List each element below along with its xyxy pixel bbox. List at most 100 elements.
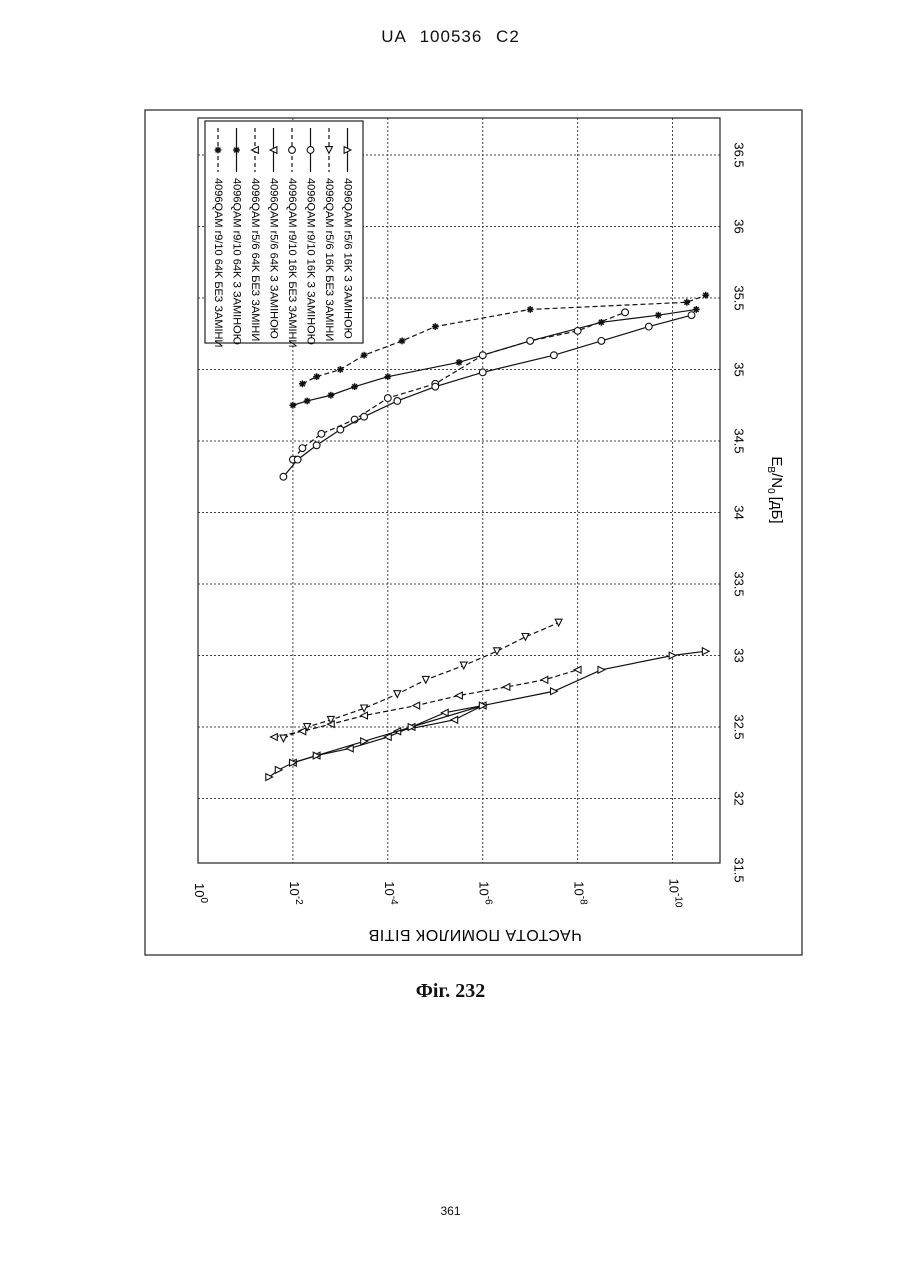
data-point <box>598 338 605 345</box>
data-point <box>299 380 306 387</box>
y-tick-labels: 10010-210-410-610-810-10 <box>192 879 684 908</box>
data-point <box>702 292 709 299</box>
legend-entry-label: 4096QAM r9/10 16K БЕЗ ЗАМІНИ <box>286 178 298 347</box>
y-tick-exponent: -10 <box>673 893 684 908</box>
x-tick-label: 34.5 <box>732 428 747 453</box>
data-point <box>527 306 534 313</box>
data-point <box>361 712 368 719</box>
figure-caption: Фіг. 232 <box>0 980 901 1003</box>
data-point <box>399 338 406 345</box>
x-tick-labels: 31.53232.53333.53434.53535.53636.5 <box>732 142 747 882</box>
data-point <box>598 666 605 673</box>
data-point <box>361 413 368 420</box>
x-tick-label: 32.5 <box>732 714 747 739</box>
legend-entry-label: 4096QAM r5/6 16K З ЗАМІНОЮ <box>342 178 354 339</box>
y-tick-label: 10-8 <box>571 881 589 905</box>
series-8 <box>266 648 709 781</box>
x-tick-label: 32 <box>732 791 747 805</box>
y-tick-exponent: -4 <box>388 896 399 905</box>
svg-text:EB/N0[дБ]: EB/N0[дБ] <box>765 456 785 523</box>
y-tick-exponent: -2 <box>293 896 304 905</box>
data-point <box>337 366 344 373</box>
x-label-sub2: 0 <box>765 488 776 494</box>
data-point <box>527 338 534 345</box>
data-point <box>551 688 558 695</box>
series-line <box>283 623 558 739</box>
data-point <box>622 309 629 316</box>
data-point <box>394 691 401 698</box>
y-axis-label: ЧАСТОТА ПОМИЛОК БІТІВ <box>368 926 582 943</box>
data-point <box>693 306 700 313</box>
data-point <box>394 398 401 405</box>
data-point <box>351 383 358 390</box>
data-point <box>645 323 652 330</box>
y-tick-exponent: 0 <box>198 897 209 903</box>
data-point <box>456 692 463 699</box>
x-label-main: E <box>768 456 785 466</box>
legend-entry-label: 4096QAM r9/10 16K З ЗАМІНОЮ <box>305 178 317 345</box>
data-point <box>313 442 320 449</box>
data-point <box>327 392 334 399</box>
y-tick-base: 10 <box>286 881 301 895</box>
y-tick-base: 10 <box>192 883 207 897</box>
x-tick-label: 33.5 <box>732 571 747 596</box>
x-tick-label: 36 <box>732 219 747 233</box>
x-tick-label: 35 <box>732 362 747 376</box>
data-point <box>683 299 690 306</box>
y-tick-label: 10-4 <box>381 881 399 905</box>
data-point <box>688 312 695 319</box>
data-point <box>555 619 562 626</box>
legend-entry-label: 4096QAM r9/10 64K БЕЗ ЗАМІНИ <box>212 178 224 347</box>
data-point <box>318 430 325 437</box>
data-point <box>280 473 287 480</box>
legend-marker <box>289 147 296 154</box>
data-point <box>479 369 486 376</box>
data-point <box>522 634 529 641</box>
data-point <box>460 662 467 669</box>
data-point <box>422 676 429 683</box>
data-point <box>280 735 287 742</box>
data-point <box>304 398 311 405</box>
y-tick-label: 10-10 <box>666 879 684 908</box>
x-tick-label: 33 <box>732 648 747 662</box>
legend: 4096QAM r9/10 64K БЕЗ ЗАМІНИ 4096QAM r9/1… <box>205 121 363 347</box>
x-label-unit: [дБ] <box>768 497 785 524</box>
data-point <box>299 728 306 735</box>
data-point <box>290 402 297 409</box>
data-point <box>574 327 581 334</box>
data-point <box>655 312 662 319</box>
data-point <box>494 648 501 655</box>
y-tick-exponent: -8 <box>578 896 589 905</box>
legend-entry-label: 4096QAM r5/6 64K З ЗАМІНОЮ <box>268 178 280 339</box>
series-line <box>269 651 706 777</box>
data-point <box>337 426 344 433</box>
data-point <box>384 373 391 380</box>
data-point <box>432 323 439 330</box>
y-tick-base: 10 <box>381 881 396 895</box>
data-point <box>361 705 368 712</box>
data-point <box>271 734 278 741</box>
data-point <box>451 716 458 723</box>
series-lines <box>266 292 709 781</box>
y-tick-base: 10 <box>666 879 681 893</box>
data-point <box>702 648 709 655</box>
legend-entry-label: 4096QAM r9/10 64K З ЗАМІНОЮ <box>231 178 243 345</box>
data-point <box>361 352 368 359</box>
legend-marker <box>307 147 314 154</box>
data-point <box>541 676 548 683</box>
data-point <box>669 652 676 659</box>
y-tick-label: 10-6 <box>476 881 494 905</box>
x-tick-label: 35.5 <box>732 285 747 310</box>
y-tick-label: 100 <box>192 883 210 903</box>
legend-box <box>205 121 363 343</box>
data-point <box>384 395 391 402</box>
data-point <box>313 373 320 380</box>
y-tick-exponent: -6 <box>483 896 494 905</box>
data-point <box>413 702 420 709</box>
data-point <box>432 383 439 390</box>
x-tick-label: 34 <box>732 505 747 519</box>
data-point <box>294 456 301 463</box>
y-tick-base: 10 <box>476 881 491 895</box>
y-tick-label: 10-2 <box>286 881 304 905</box>
